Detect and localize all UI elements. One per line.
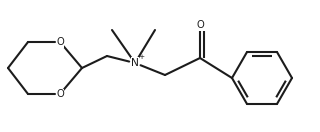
Text: +: +: [138, 54, 144, 60]
Text: N: N: [131, 58, 139, 68]
Text: O: O: [56, 37, 64, 47]
Text: O: O: [196, 20, 204, 30]
Text: O: O: [56, 89, 64, 99]
